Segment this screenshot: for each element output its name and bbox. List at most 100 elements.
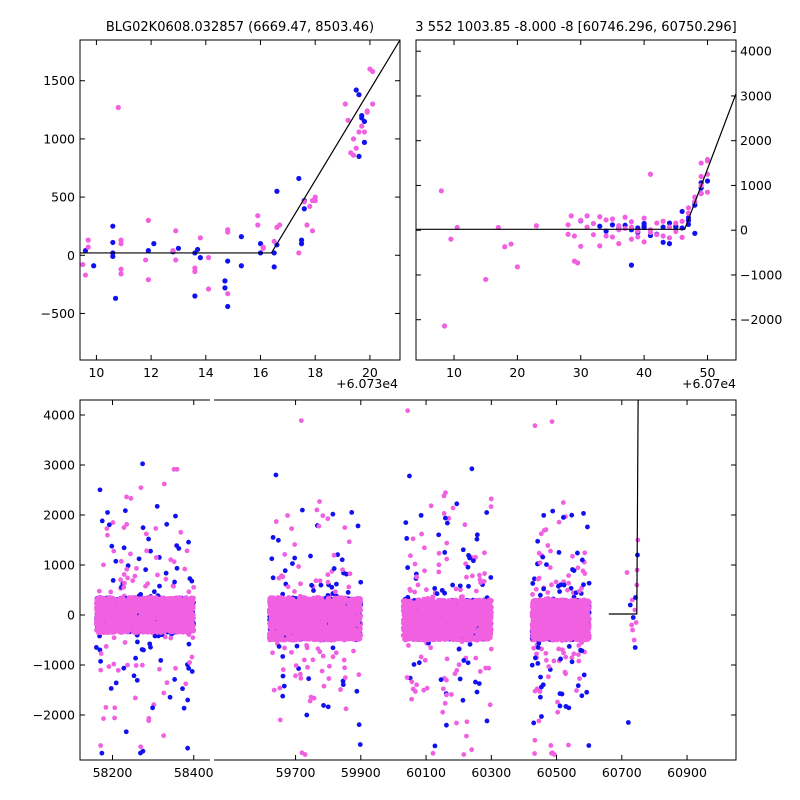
data-point — [339, 557, 345, 563]
data-point — [186, 589, 192, 595]
data-point — [270, 650, 275, 656]
data-point — [533, 223, 539, 229]
data-point — [135, 639, 140, 645]
data-point — [405, 565, 411, 571]
data-point — [282, 645, 287, 651]
data-point — [143, 257, 149, 263]
data-point — [434, 591, 440, 597]
data-point — [414, 682, 420, 688]
data-point — [106, 522, 112, 528]
data-point — [124, 628, 130, 634]
data-point — [167, 694, 173, 700]
data-point — [153, 526, 159, 531]
data-point — [174, 565, 180, 571]
data-point — [673, 228, 679, 235]
data-point — [108, 589, 114, 595]
data-point — [225, 258, 231, 264]
y-tick-label: −1000 — [740, 267, 782, 282]
data-point — [313, 578, 319, 584]
data-point — [268, 635, 274, 641]
data-point — [482, 571, 487, 576]
data-point — [267, 611, 273, 617]
data-point — [294, 618, 300, 624]
data-point — [189, 616, 195, 622]
y-tick-label: 4000 — [740, 44, 772, 59]
data-point — [121, 572, 127, 577]
data-point — [299, 507, 305, 513]
data-point — [149, 629, 155, 635]
data-point — [128, 613, 134, 619]
data-point — [171, 583, 176, 589]
data-point — [140, 461, 145, 467]
data-point — [660, 233, 666, 239]
data-point — [98, 658, 103, 664]
data-point — [603, 233, 609, 239]
data-point — [149, 599, 155, 605]
bottom-points-segment — [93, 461, 197, 756]
data-point — [128, 551, 133, 557]
data-point — [412, 561, 418, 567]
data-point — [292, 589, 297, 594]
data-point — [108, 686, 114, 691]
data-point — [422, 657, 428, 663]
data-point — [568, 213, 574, 219]
data-point — [301, 657, 307, 663]
y-tick-label: 3000 — [740, 88, 772, 103]
data-point — [117, 611, 124, 617]
data-point — [488, 646, 494, 652]
data-point — [318, 598, 324, 604]
data-point — [270, 600, 277, 607]
data-point — [157, 618, 163, 624]
data-point — [641, 215, 647, 221]
data-point — [143, 613, 149, 619]
top-left-model-line — [80, 40, 400, 254]
data-point — [138, 744, 144, 750]
data-point — [140, 600, 146, 607]
data-point — [355, 523, 361, 529]
data-point — [139, 662, 145, 668]
data-point — [101, 716, 106, 722]
data-point — [321, 703, 326, 708]
data-point — [462, 522, 468, 528]
data-point — [145, 620, 151, 626]
data-point — [189, 654, 195, 660]
data-point — [685, 205, 692, 211]
data-point — [355, 631, 362, 637]
data-point — [436, 550, 442, 556]
data-point — [285, 596, 291, 602]
data-point — [441, 323, 448, 329]
data-point — [103, 704, 109, 710]
data-point — [169, 605, 175, 611]
data-point — [98, 613, 104, 619]
data-point — [456, 662, 462, 668]
data-point — [338, 687, 343, 692]
data-point — [334, 581, 339, 587]
data-point — [156, 596, 162, 603]
data-point — [432, 743, 438, 749]
data-point — [692, 230, 698, 236]
x-tick-label: 30 — [573, 365, 589, 380]
data-point — [346, 584, 352, 590]
data-point — [464, 574, 469, 580]
data-point — [280, 673, 286, 679]
data-point — [325, 595, 332, 601]
data-point — [673, 220, 679, 226]
data-point — [296, 250, 302, 256]
data-point — [110, 520, 116, 525]
data-point — [163, 570, 169, 576]
data-point — [469, 747, 475, 753]
data-point — [111, 661, 117, 667]
data-point — [164, 596, 170, 602]
data-point — [150, 705, 155, 711]
data-point — [183, 681, 189, 687]
data-point — [164, 680, 170, 686]
data-point — [186, 665, 192, 671]
data-point — [698, 160, 704, 166]
data-point — [151, 589, 157, 595]
data-point — [359, 115, 365, 121]
data-point — [635, 234, 641, 240]
data-point — [103, 644, 109, 649]
data-point — [293, 673, 298, 679]
data-point — [276, 575, 282, 581]
data-point — [356, 722, 362, 728]
